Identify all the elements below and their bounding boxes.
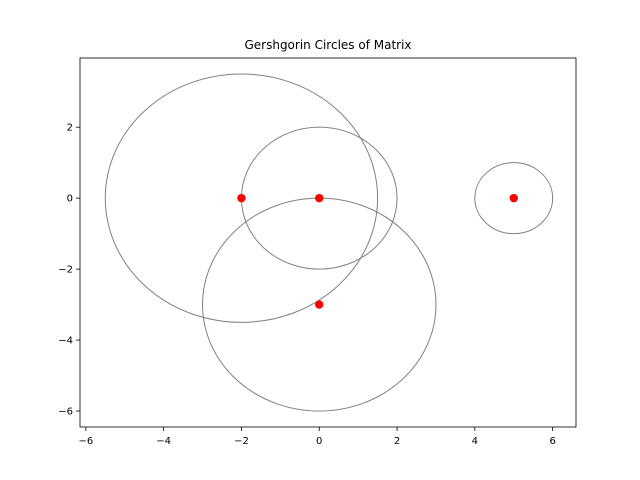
x-axis: −6 −4 −2 0 2 4 6 [78,427,556,447]
x-tick-label: −6 [78,436,93,447]
eigenvalue-point-3 [315,300,324,309]
x-tick-label: 6 [549,436,555,447]
gershgorin-circle-4 [474,162,554,235]
y-tick-label: −2 [58,265,73,276]
eigenvalue-point-1 [237,193,246,203]
y-axis: −6 −4 −2 0 2 [58,123,80,418]
y-tick-label: −6 [58,407,73,418]
y-tick-label: 2 [67,123,73,134]
x-tick-label: 2 [394,436,400,447]
y-tick-label: −4 [58,336,73,347]
x-tick-label: 0 [316,436,322,447]
x-tick-label: 4 [472,436,478,447]
eigenvalue-point-2 [315,193,324,203]
x-tick-label: −4 [156,436,171,447]
y-tick-label: 0 [67,194,73,205]
gershgorin-circle-1 [104,73,379,323]
chart-title: Gershgorin Circles of Matrix [244,38,411,52]
axes-frame [79,57,577,428]
plot-area [104,73,554,412]
eigenvalue-point-4 [509,193,518,203]
x-tick-label: −2 [234,436,249,447]
